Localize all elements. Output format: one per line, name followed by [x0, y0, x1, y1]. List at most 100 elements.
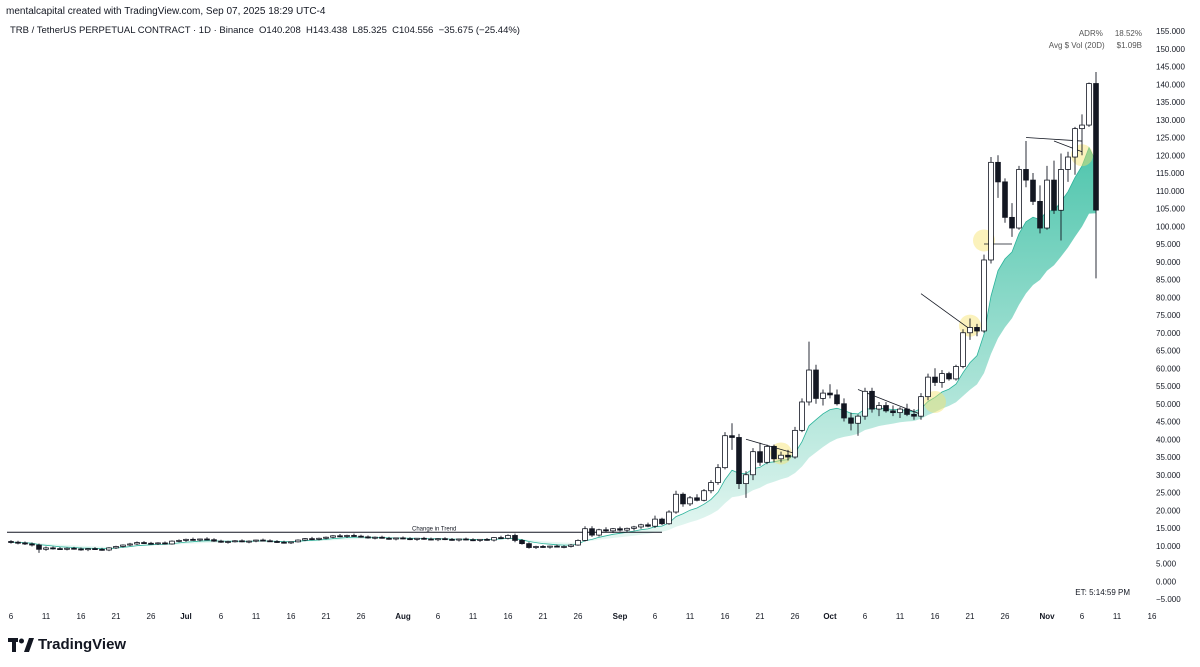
- candle-body: [659, 518, 665, 525]
- candle-body: [645, 524, 651, 527]
- y-tick-label: 0.000: [1156, 577, 1177, 586]
- candle-body: [421, 537, 427, 540]
- candle-body: [918, 396, 924, 417]
- y-tick-label: 95.000: [1156, 240, 1181, 249]
- y-tick-label: 125.000: [1156, 134, 1185, 143]
- candle-body: [260, 539, 266, 542]
- candle-body: [372, 536, 378, 539]
- candle-body: [57, 548, 63, 550]
- candle-body: [925, 376, 931, 398]
- adr-label: ADR%: [1078, 29, 1103, 38]
- tradingview-logo[interactable]: TradingView: [8, 636, 126, 653]
- drawing-line: [745, 438, 796, 454]
- candle-body: [694, 497, 700, 501]
- candle-body: [176, 540, 182, 542]
- candle-body: [988, 161, 994, 261]
- candle-body: [316, 537, 322, 540]
- price-change: −35.675 (−25.44%): [438, 25, 520, 36]
- y-tick-label: 130.000: [1156, 116, 1185, 125]
- candle-body: [302, 538, 308, 541]
- candle-body: [246, 540, 252, 543]
- candle-body: [15, 541, 21, 544]
- x-tick-label: 26: [791, 612, 800, 621]
- candle-body: [1030, 179, 1036, 202]
- candle-body: [708, 482, 714, 492]
- brand-name: TradingView: [38, 636, 127, 653]
- candle-body: [785, 454, 791, 458]
- candle-body: [456, 538, 462, 541]
- candle-body: [540, 546, 546, 548]
- y-tick-label: 75.000: [1156, 311, 1181, 320]
- x-tick-label: 21: [756, 612, 765, 621]
- candle-body: [428, 538, 434, 541]
- candle-body: [736, 437, 742, 485]
- candle-body: [477, 538, 483, 541]
- candle-body: [498, 537, 504, 539]
- x-tick-label: 6: [653, 612, 658, 621]
- candle-body: [365, 536, 371, 539]
- symbol-header[interactable]: TRB / TetherUS PERPETUAL CONTRACT · 1D ·…: [10, 25, 520, 36]
- chart-credit: mentalcapital created with TradingView.c…: [6, 6, 326, 17]
- y-tick-label: 80.000: [1156, 293, 1181, 302]
- candle-body: [1079, 124, 1085, 130]
- candle-body: [771, 445, 777, 460]
- candle-body: [36, 544, 42, 550]
- candle-body: [134, 542, 140, 545]
- moving-average-ribbon: [11, 147, 1096, 549]
- candle-body: [29, 543, 35, 546]
- trend-change-label: Change in Trend: [412, 526, 456, 532]
- candle-body: [701, 490, 707, 501]
- candle-body: [232, 540, 238, 543]
- y-tick-label: 15.000: [1156, 524, 1181, 533]
- candle-body: [638, 524, 644, 528]
- candle-body: [834, 394, 840, 405]
- x-tick-label: 26: [574, 612, 583, 621]
- x-tick-label: 26: [357, 612, 366, 621]
- x-tick-label: 11: [469, 612, 478, 621]
- candle-body: [148, 542, 154, 545]
- candle-body: [869, 390, 875, 410]
- y-tick-label: 10.000: [1156, 542, 1181, 551]
- y-tick-label: 150.000: [1156, 45, 1185, 54]
- x-tick-label: 6: [9, 612, 14, 621]
- y-tick-label: 155.000: [1156, 27, 1185, 36]
- candle-body: [330, 535, 336, 538]
- y-tick-label: 25.000: [1156, 489, 1181, 498]
- candle-body: [463, 538, 469, 541]
- ohlc-high: H143.438: [306, 25, 348, 36]
- candle-body: [78, 548, 84, 551]
- candle-body: [827, 392, 833, 396]
- candle-body: [582, 528, 588, 541]
- candle-body: [848, 417, 854, 424]
- candle-body: [792, 429, 798, 458]
- candle-body: [358, 535, 364, 538]
- candle-body: [218, 540, 224, 543]
- drawing-line: [857, 389, 922, 415]
- candle-body: [1058, 169, 1064, 211]
- candle-body: [890, 410, 896, 414]
- candle-body: [162, 542, 168, 545]
- candle-body: [729, 435, 735, 438]
- candle-body: [141, 542, 147, 544]
- candle-body: [449, 538, 455, 541]
- candle-body: [1093, 83, 1099, 211]
- candle-body: [680, 493, 686, 505]
- candle-body: [610, 528, 616, 532]
- candle-body: [911, 413, 917, 417]
- symbol-name[interactable]: TRB / TetherUS PERPETUAL CONTRACT · 1D ·…: [10, 25, 254, 36]
- candle-body: [806, 369, 812, 403]
- x-tick-label: 16: [931, 612, 940, 621]
- candle-body: [533, 546, 539, 548]
- y-tick-label: 55.000: [1156, 382, 1181, 391]
- candle-body: [50, 547, 56, 550]
- candle-body: [239, 540, 245, 543]
- y-tick-label: 115.000: [1156, 169, 1185, 178]
- x-tick-label: 6: [219, 612, 224, 621]
- y-tick-label: 40.000: [1156, 435, 1181, 444]
- candle-body: [1016, 169, 1022, 229]
- candle-body: [470, 539, 476, 542]
- candle-body: [687, 497, 693, 505]
- candle-body: [1065, 156, 1071, 170]
- candle-body: [974, 327, 980, 332]
